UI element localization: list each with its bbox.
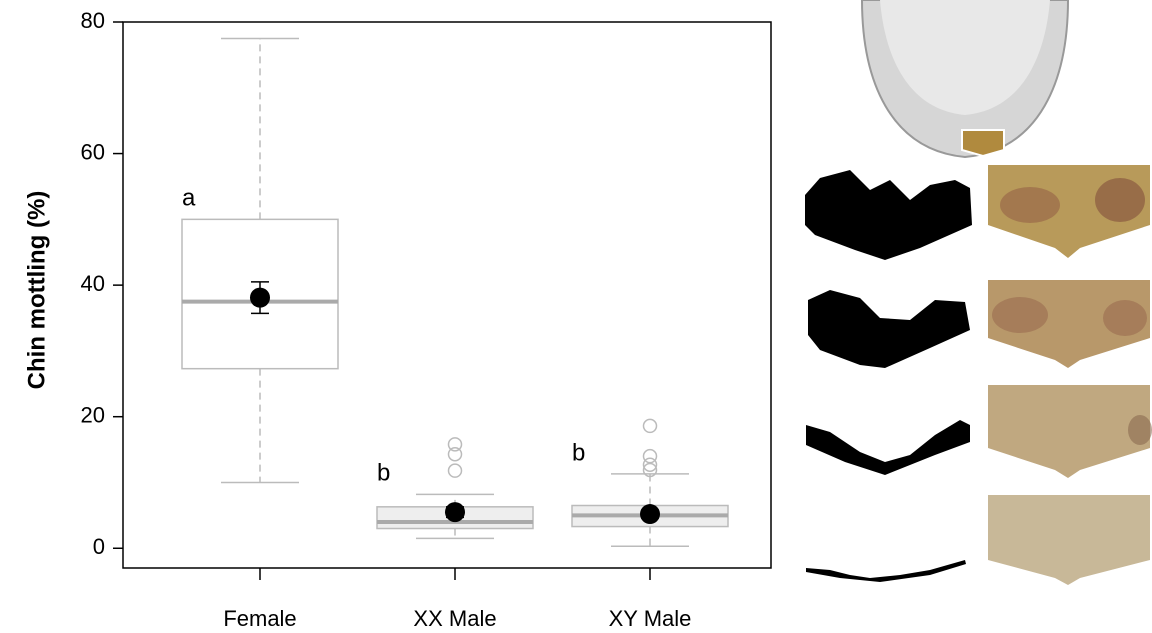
illustrations <box>805 0 1152 585</box>
y-tick-label: 40 <box>81 271 105 296</box>
mean-point <box>250 288 270 308</box>
x-tick-label: XX Male <box>413 606 496 631</box>
x-tick-label: Female <box>223 606 296 631</box>
y-tick-label: 80 <box>81 8 105 33</box>
binary-images <box>805 170 972 582</box>
x-tick-label: XY Male <box>609 606 692 631</box>
annotation: b <box>377 460 390 487</box>
y-tick-label: 0 <box>93 534 105 559</box>
chin-region <box>962 130 1004 156</box>
outlier <box>449 464 462 477</box>
outlier <box>644 450 657 463</box>
chart: Chin mottling (%) 0 20 40 60 80 Female a XX Mal… <box>0 0 1152 633</box>
page: {"chart_data": { "type": "boxplot", "yla… <box>0 0 1152 633</box>
photo-images <box>988 165 1152 585</box>
y-tick-label: 20 <box>81 403 105 428</box>
annotation: a <box>182 185 196 212</box>
mean-point <box>640 504 660 524</box>
outlier <box>449 438 462 451</box>
y-axis-label: Chin mottling (%) <box>23 191 50 390</box>
mean-point <box>445 502 465 522</box>
annotation: b <box>572 439 585 466</box>
outlier <box>644 419 657 432</box>
y-tick-label: 60 <box>81 139 105 164</box>
